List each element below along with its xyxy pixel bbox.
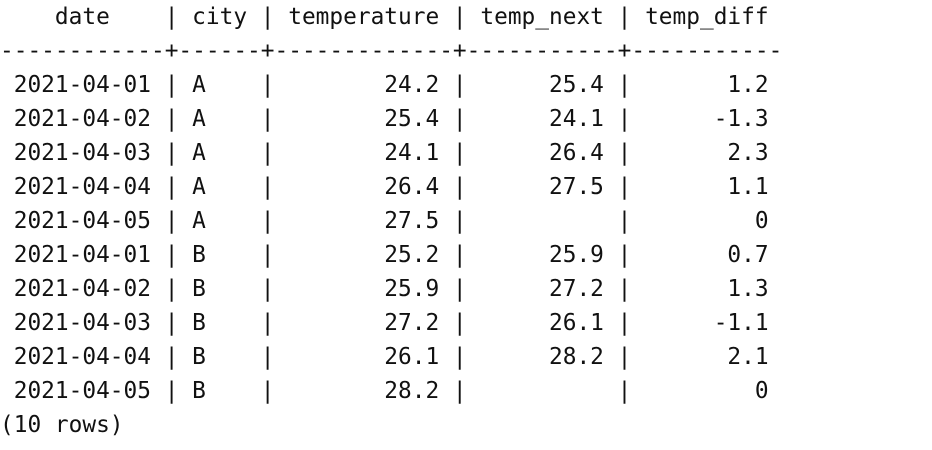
table-row: 2021-04-05 | B | 28.2 | | 0 — [0, 378, 783, 404]
table-row: 2021-04-04 | A | 26.4 | 27.5 | 1.1 — [0, 174, 783, 200]
table-row: 2021-04-01 | B | 25.2 | 25.9 | 0.7 — [0, 242, 783, 268]
table-row: 2021-04-03 | A | 24.1 | 26.4 | 2.3 — [0, 140, 783, 166]
table-row: 2021-04-04 | B | 26.1 | 28.2 | 2.1 — [0, 344, 783, 370]
row-count-footer: (10 rows) — [0, 412, 124, 438]
table-row: 2021-04-02 | B | 25.9 | 27.2 | 1.3 — [0, 276, 783, 302]
table-row: 2021-04-02 | A | 25.4 | 24.1 | -1.3 — [0, 106, 783, 132]
table-row: 2021-04-03 | B | 27.2 | 26.1 | -1.1 — [0, 310, 783, 336]
table-header: date | city | temperature | temp_next | … — [0, 4, 783, 30]
table-separator: ------------+------+-------------+------… — [0, 38, 783, 64]
table-row: 2021-04-01 | A | 24.2 | 25.4 | 1.2 — [0, 72, 783, 98]
table-row: 2021-04-05 | A | 27.5 | | 0 — [0, 208, 783, 234]
